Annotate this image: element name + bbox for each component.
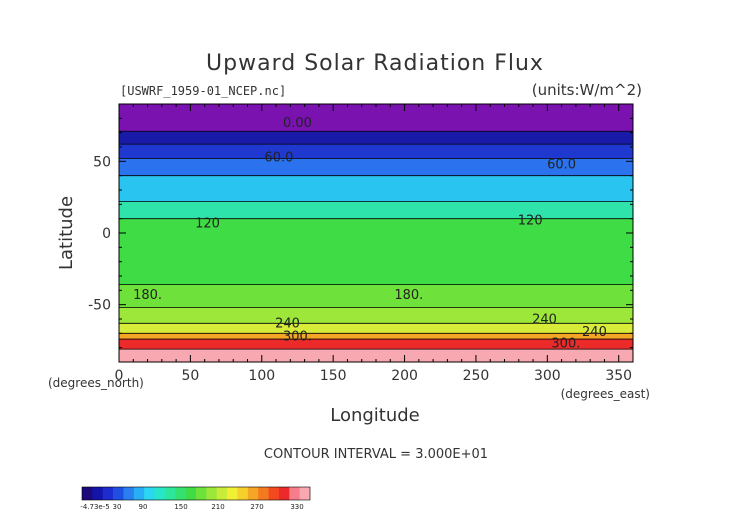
colorbar-swatch-4 xyxy=(123,487,135,500)
colorbar-swatch-21 xyxy=(299,487,311,500)
lat-band-1 xyxy=(119,131,633,145)
axis-ticks: 0 50 100 150 200 250 300 350 50 0 -50 xyxy=(88,104,633,384)
lat-band-3 xyxy=(119,158,633,176)
lat-band-2 xyxy=(119,144,633,159)
colorbar-swatch-16 xyxy=(247,487,259,500)
colorbar-swatch-1 xyxy=(92,487,104,500)
contour-label-0: 0.00 xyxy=(283,116,312,131)
y-axis-label: Latitude xyxy=(56,196,77,270)
colorbar-swatch-8 xyxy=(164,487,176,500)
colorbar-swatch-18 xyxy=(268,487,280,500)
lat-band-8 xyxy=(119,307,633,324)
contour-label-5: 180. xyxy=(133,288,162,303)
contour-label-9: 240 xyxy=(532,312,557,327)
y-tick-label-1: 0 xyxy=(102,226,111,242)
colorbar-label-1: 30 xyxy=(113,503,122,511)
colorbar-swatch-2 xyxy=(102,487,114,500)
units-label: (units:W/m^2) xyxy=(532,81,642,99)
colorbar-swatch-20 xyxy=(289,487,300,500)
colorbar-label-4: 210 xyxy=(211,503,224,511)
colorbar-swatch-5 xyxy=(133,487,145,500)
colorbar-label-6: 330 xyxy=(290,503,303,511)
contour-label-2: 60.0 xyxy=(547,158,576,173)
colorbar-swatch-17 xyxy=(258,487,269,500)
lat-band-4 xyxy=(119,175,633,202)
x-tick-label-0: 0 xyxy=(115,368,124,384)
colorbar-label-2: 90 xyxy=(139,503,148,511)
colorbar-swatch-10 xyxy=(185,487,197,500)
contour-label-3: 120 xyxy=(195,216,220,231)
contour-label-7: 240 xyxy=(275,317,300,332)
colorbar-label-3: 150 xyxy=(174,503,187,511)
x-tick-label-3: 150 xyxy=(320,368,347,384)
dataset-label: [USWRF_1959-01_NCEP.nc] xyxy=(120,84,286,98)
lat-band-10 xyxy=(119,333,633,340)
lat-band-5 xyxy=(119,201,633,219)
plot-area xyxy=(119,104,633,362)
colorbar-swatch-6 xyxy=(144,487,155,500)
contour-interval-note: CONTOUR INTERVAL = 3.000E+01 xyxy=(264,447,488,462)
x-tick-label-1: 50 xyxy=(181,368,199,384)
colorbar-swatch-13 xyxy=(216,487,228,500)
contour-label-10: 240 xyxy=(582,325,607,340)
colorbar-frame xyxy=(81,486,311,501)
y-tick-label-0: 50 xyxy=(93,154,111,170)
lat-band-0 xyxy=(119,104,633,132)
colorbar-swatch-15 xyxy=(237,487,249,500)
y-unit-label: (degrees_north) xyxy=(48,376,144,390)
contour-label-1: 60.0 xyxy=(264,150,293,165)
x-unit-label: (degrees_east) xyxy=(561,387,650,401)
colorbar-swatch-19 xyxy=(278,487,290,500)
contour-label-11: 300. xyxy=(551,337,580,352)
lat-band-7 xyxy=(119,284,633,308)
lat-band-9 xyxy=(119,323,633,334)
colorbar-swatch-12 xyxy=(206,487,218,500)
x-axis-label: Longitude xyxy=(330,405,420,426)
colorbar-swatch-9 xyxy=(175,487,186,500)
x-tick-label-6: 300 xyxy=(534,368,561,384)
contour-label-6: 180. xyxy=(394,288,423,303)
colorbar-swatch-7 xyxy=(154,487,166,500)
lat-band-11 xyxy=(119,339,633,350)
chart-title: Upward Solar Radiation Flux xyxy=(206,51,544,76)
colorbar-label-0: -4.73e-5 xyxy=(80,503,109,511)
x-tick-label-5: 250 xyxy=(463,368,490,384)
colorbar-label-5: 270 xyxy=(250,503,263,511)
contour-label-8: 300. xyxy=(283,330,312,345)
colorbar-swatch-3 xyxy=(113,487,124,500)
lat-band-6 xyxy=(119,218,633,285)
y-tick-label-2: -50 xyxy=(88,298,111,314)
colorbar-swatch-14 xyxy=(227,487,238,500)
x-tick-label-4: 200 xyxy=(391,368,418,384)
colorbar-swatch-11 xyxy=(196,487,207,500)
contour-label-4: 120 xyxy=(518,213,543,228)
x-tick-label-2: 100 xyxy=(248,368,275,384)
colorbar-swatch-0 xyxy=(82,487,93,500)
colorbar: -4.73e-5 30 90 150 210 270 330 xyxy=(80,486,311,511)
x-tick-label-7: 350 xyxy=(605,368,632,384)
lat-band-12 xyxy=(119,349,633,362)
